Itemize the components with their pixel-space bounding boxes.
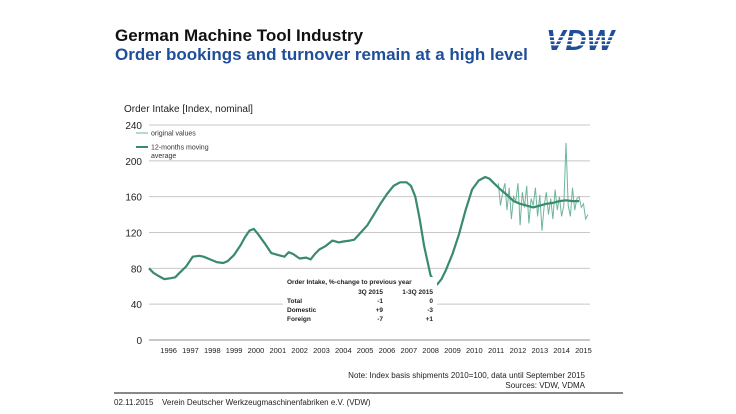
cell: 0 (429, 298, 433, 305)
logo-stripe (538, 40, 622, 42)
x-tick-label: 2003 (313, 346, 330, 355)
sources-line: Sources: VDW, VDMA (505, 381, 585, 390)
x-tick-label: 2000 (248, 346, 265, 355)
x-tick-label: 2002 (291, 346, 308, 355)
inset-table-title: Order Intake, %-change to previous year (287, 279, 412, 286)
x-tick-label: 2012 (510, 346, 527, 355)
x-tick-label: 1998 (204, 346, 221, 355)
x-tick-label: 2010 (466, 346, 483, 355)
legend-label-average-cont: average (151, 153, 176, 160)
cell: +1 (425, 316, 433, 323)
vdw-logo: VDW (538, 26, 622, 54)
y-tick-labels: 0 40 80 120 160 200 240 (125, 121, 142, 347)
x-tick-label: 1996 (160, 346, 177, 355)
table-row: Foreign -7 +1 (283, 315, 437, 324)
header-cell: 3Q 2015 (358, 289, 383, 296)
series-line-moving-average (148, 175, 580, 286)
x-tick-label: 1999 (226, 346, 243, 355)
logo-stripe (538, 44, 622, 46)
y-tick-label: 160 (125, 193, 142, 204)
slide-title: German Machine Tool Industry (115, 26, 364, 45)
slide-subtitle: Order bookings and turnover remain at a … (115, 45, 528, 64)
x-tick-label: 2006 (379, 346, 396, 355)
legend-label-original: original values (151, 131, 196, 138)
x-tick-label: 2008 (422, 346, 439, 355)
row-label: Domestic (287, 307, 317, 314)
y-tick-label: 0 (136, 336, 142, 347)
footer-divider (114, 392, 623, 394)
row-label: Foreign (287, 316, 311, 323)
cell: +9 (375, 307, 383, 314)
table-row: Total -1 0 (283, 297, 437, 306)
footer-date: 02.11.2015 (114, 398, 154, 407)
x-tick-label: 2001 (269, 346, 286, 355)
legend-label-average: 12-months moving (151, 145, 209, 152)
series-lines (148, 142, 589, 286)
note-line: Note: Index basis shipments 2010=100, da… (348, 371, 585, 380)
x-tick-label: 2013 (531, 346, 548, 355)
y-tick-label: 240 (125, 121, 142, 132)
inset-table-header: 3Q 2015 1-3Q 2015 (283, 288, 437, 297)
chart-note: Note: Index basis shipments 2010=100, da… (348, 371, 585, 391)
x-tick-label: 1997 (182, 346, 199, 355)
table-row: Domestic +9 -3 (283, 306, 437, 315)
series-line-original-values (497, 142, 589, 231)
row-label: Total (287, 298, 303, 305)
cell: -3 (427, 307, 433, 314)
footer-organization: Verein Deutscher Werkzeugmaschinenfabrik… (162, 398, 371, 407)
x-tick-labels: 1996 1997 1998 1999 2000 2001 2002 2003 2004 2005… (160, 346, 591, 355)
logo-stripe (538, 36, 622, 38)
y-tick-label: 120 (125, 229, 142, 240)
x-tick-label: 2005 (357, 346, 374, 355)
y-axis-label: Order Intake [Index, nominal] (124, 104, 253, 115)
x-tick-label: 2004 (335, 346, 352, 355)
inset-table: Order Intake, %-change to previous year … (283, 277, 437, 324)
x-tick-label: 2007 (400, 346, 417, 355)
x-tick-label: 2015 (575, 346, 592, 355)
x-tick-label: 2011 (488, 346, 504, 355)
y-tick-label: 40 (131, 300, 143, 311)
y-tick-label: 200 (125, 157, 142, 168)
x-tick-label: 2009 (444, 346, 461, 355)
y-tick-label: 80 (131, 264, 143, 275)
cell: -7 (377, 316, 383, 323)
legend: original values 12-months moving average (136, 131, 209, 160)
header-cell: 1-3Q 2015 (402, 289, 433, 296)
cell: -1 (377, 298, 383, 305)
x-tick-label: 2014 (553, 346, 570, 355)
header-cell (287, 289, 333, 296)
